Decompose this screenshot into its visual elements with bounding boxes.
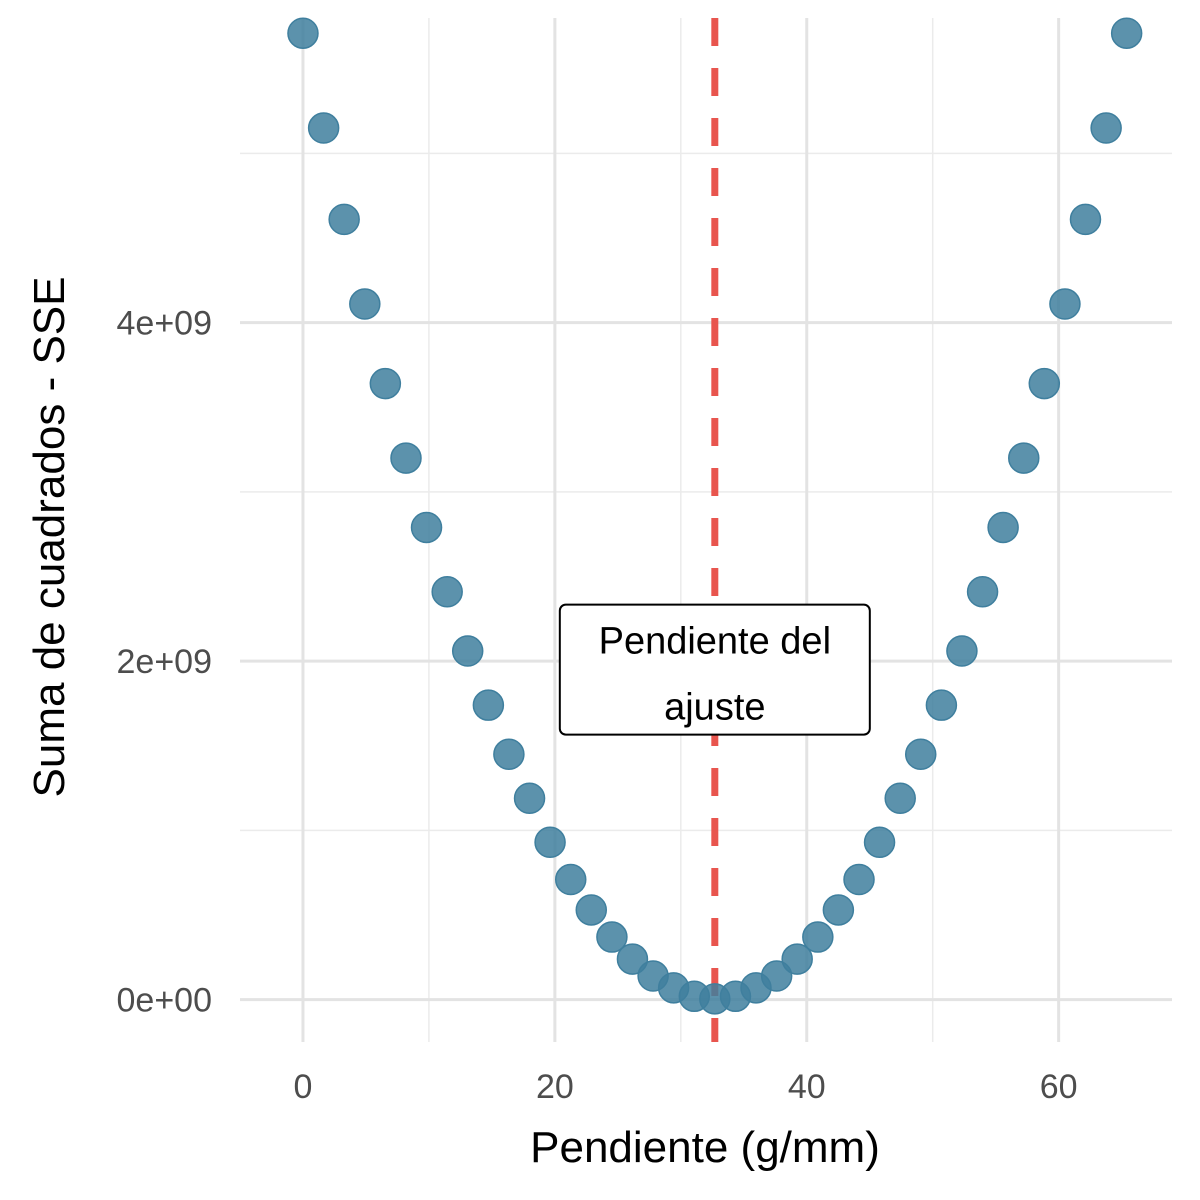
data-point [369,367,402,400]
data-point [328,203,360,236]
data-point [1028,367,1061,400]
data-point [987,511,1019,544]
data-point [925,689,958,721]
annotation-line-1: Pendiente del [599,621,831,663]
data-point [802,921,834,953]
data-point [493,738,525,771]
x-tick-label: 20 [536,1068,574,1106]
data-point [410,511,443,544]
data-point [884,782,916,815]
data-point [966,576,999,608]
x-axis-title: Pendiente (g/mm) [530,1123,880,1172]
y-tick-label: 2e+09 [117,643,213,681]
grid [240,18,1172,1042]
data-point [554,863,587,896]
x-tick-label: 40 [788,1068,826,1106]
data-point [1090,112,1122,144]
x-tick-label: 0 [294,1068,313,1106]
data-point [534,826,566,859]
data-point [843,863,875,896]
data-point [349,288,381,320]
y-axis-title: Suma de cuadrados - SSE [25,277,74,798]
data-point [616,943,649,975]
data-point [390,442,422,474]
tick-labels: 0 20 40 60 0e+00 2e+09 4e+09 [117,305,1078,1106]
data-point [307,112,340,144]
data-point [451,635,484,667]
data-point [575,894,608,926]
data-point [431,576,463,608]
data-point [1110,17,1143,49]
data-points [287,17,1143,1015]
data-point [513,782,546,815]
data-point [596,921,628,953]
data-point [863,826,896,859]
data-point [946,635,978,667]
data-point [904,738,937,771]
data-point [781,943,813,975]
data-point [472,689,505,721]
annotation-line-2: ajuste [664,687,765,729]
data-point [287,17,319,49]
data-point [1069,203,1102,236]
data-point [760,960,793,992]
y-tick-label: 0e+00 [117,982,213,1020]
data-point [1008,442,1040,474]
annotation-box [558,603,871,736]
slope-annotation: Pendiente del ajuste [558,603,871,736]
x-tick-label: 60 [1040,1068,1078,1106]
data-point [1049,288,1081,320]
y-tick-label: 4e+09 [117,305,213,343]
data-point [822,894,855,926]
